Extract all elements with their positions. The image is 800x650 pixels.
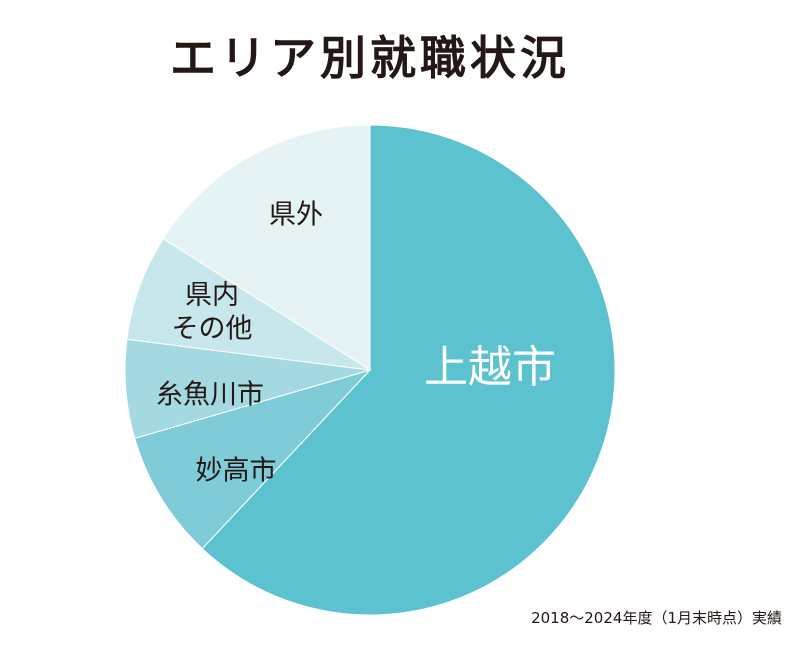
pie-label-1: 妙高市	[196, 456, 277, 487]
pie-label-3: 県内その他	[172, 279, 253, 344]
chart-title: エリア別就職状況	[170, 31, 570, 85]
pie-slice-3	[126, 238, 371, 371]
pie-label-4: 県外	[269, 200, 323, 231]
pie-slice-4	[162, 124, 371, 371]
chart-footnote: 2018〜2024年度（1月末時点）実績	[531, 609, 782, 627]
pie-slice-1	[134, 369, 372, 550]
pie-label-2: 糸魚川市	[156, 380, 264, 411]
pie-slice-0	[201, 124, 616, 616]
pie-slices	[124, 124, 616, 616]
pie-label-0: 上越市	[424, 342, 556, 393]
